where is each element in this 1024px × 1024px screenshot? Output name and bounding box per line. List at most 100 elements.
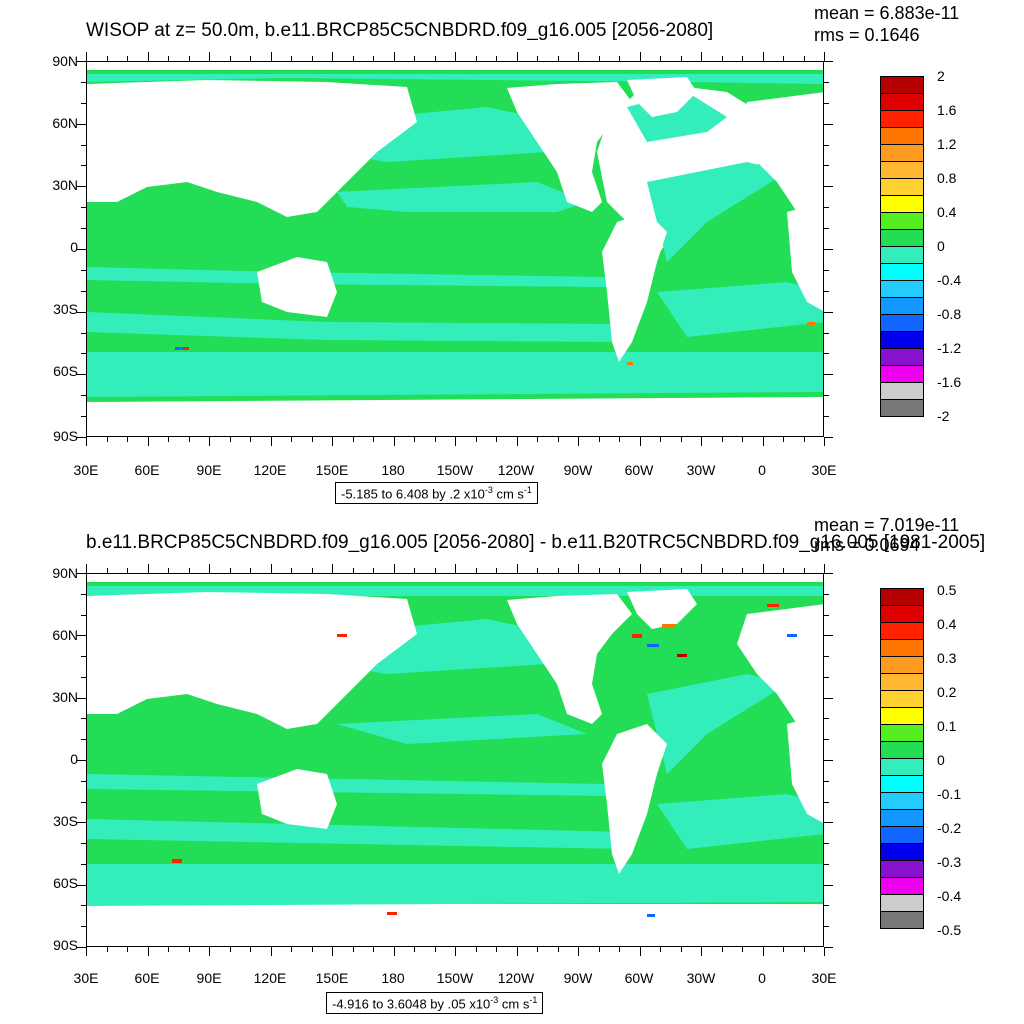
axis-tick bbox=[537, 437, 538, 442]
axis-tick bbox=[803, 56, 805, 61]
axis-tick bbox=[311, 56, 313, 61]
colorbar-label: -0.5 bbox=[937, 922, 962, 938]
colorbar-label: 0.1 bbox=[937, 718, 957, 734]
axis-tick bbox=[77, 635, 86, 637]
axis-tick bbox=[557, 947, 559, 952]
axis-tick bbox=[352, 947, 354, 952]
axis-tick bbox=[209, 947, 210, 956]
lon-label: 180 bbox=[381, 462, 405, 478]
lon-label: 150W bbox=[436, 462, 474, 478]
colorbar-swatch bbox=[880, 314, 924, 332]
axis-tick bbox=[393, 437, 395, 446]
colorbar-label: 0.3 bbox=[937, 650, 957, 666]
axis-tick bbox=[701, 564, 702, 573]
axis-tick bbox=[106, 437, 108, 442]
axis-tick bbox=[291, 437, 292, 442]
axis-tick bbox=[229, 568, 231, 573]
lon-label: 30E bbox=[811, 462, 837, 478]
colorbar-swatch bbox=[880, 741, 924, 759]
axis-tick bbox=[270, 564, 272, 573]
axis-tick bbox=[434, 56, 436, 61]
colorbar-swatch bbox=[880, 280, 924, 298]
colorbar-swatch bbox=[880, 809, 924, 827]
lat-label: 0 bbox=[70, 751, 78, 767]
lat-label: 90S bbox=[53, 428, 78, 444]
axis-tick bbox=[81, 614, 86, 616]
colorbar-swatch bbox=[880, 673, 924, 691]
axis-tick bbox=[824, 61, 833, 62]
colorbar-label: -0.4 bbox=[937, 888, 962, 904]
axis-tick bbox=[81, 165, 86, 167]
axis-tick bbox=[598, 947, 600, 952]
colorbar-label: -0.4 bbox=[937, 272, 962, 288]
axis-tick bbox=[77, 884, 86, 886]
colorbar-label: -0.1 bbox=[937, 786, 962, 802]
colorbar-label: -0.3 bbox=[937, 854, 962, 870]
axis-tick bbox=[619, 56, 620, 61]
axis-tick bbox=[373, 56, 374, 61]
stats-rms: rms = 0.1646 bbox=[814, 25, 920, 45]
colorbar-label: -1.2 bbox=[937, 340, 962, 356]
axis-tick bbox=[824, 311, 833, 313]
lat-label: 0 bbox=[70, 239, 78, 255]
colorbar-swatch bbox=[880, 690, 924, 708]
axis-tick bbox=[496, 437, 497, 442]
axis-tick bbox=[393, 52, 395, 61]
colorbar-label: -0.8 bbox=[937, 306, 962, 322]
lon-label: 30W bbox=[686, 970, 716, 986]
axis-tick bbox=[824, 676, 829, 678]
axis-tick bbox=[291, 568, 292, 573]
axis-tick bbox=[229, 437, 231, 442]
axis-tick bbox=[824, 656, 829, 658]
axis-tick bbox=[455, 564, 456, 573]
axis-tick bbox=[250, 56, 251, 61]
axis-tick bbox=[578, 564, 579, 573]
axis-tick bbox=[86, 52, 87, 61]
axis-tick bbox=[824, 697, 833, 699]
axis-tick bbox=[824, 573, 833, 574]
axis-tick bbox=[168, 947, 169, 952]
axis-tick bbox=[557, 56, 559, 61]
axis-tick bbox=[81, 926, 86, 928]
axis-tick bbox=[188, 56, 190, 61]
axis-tick bbox=[824, 123, 833, 125]
axis-tick bbox=[619, 568, 620, 573]
axis-tick bbox=[824, 635, 833, 637]
lat-label: 60N bbox=[52, 115, 78, 131]
axis-tick bbox=[742, 947, 743, 952]
axis-tick bbox=[824, 926, 829, 928]
axis-tick bbox=[639, 437, 641, 446]
colorbar-swatch bbox=[880, 110, 924, 128]
axis-tick bbox=[803, 437, 805, 442]
axis-tick bbox=[824, 290, 829, 292]
lon-label: 90E bbox=[196, 462, 222, 478]
colorbar-swatch bbox=[880, 707, 924, 725]
axis-tick bbox=[455, 947, 456, 956]
map-plot bbox=[86, 573, 824, 947]
colorbar-swatch bbox=[880, 588, 924, 606]
axis-tick bbox=[77, 61, 86, 62]
axis-tick bbox=[783, 568, 784, 573]
stats-rms: rms = 0.0694 bbox=[814, 535, 920, 555]
world-ocean-map bbox=[87, 62, 823, 436]
axis-tick bbox=[701, 947, 702, 956]
axis-tick bbox=[373, 437, 374, 442]
colorbar-swatch bbox=[880, 161, 924, 179]
axis-tick bbox=[77, 697, 86, 699]
axis-tick bbox=[824, 228, 829, 230]
axis-tick bbox=[270, 947, 272, 956]
lat-label: 90S bbox=[53, 937, 78, 953]
axis-tick bbox=[824, 905, 829, 907]
axis-tick bbox=[229, 56, 231, 61]
lon-label: 120W bbox=[497, 462, 535, 478]
axis-tick bbox=[188, 947, 190, 952]
lat-label: 30S bbox=[53, 813, 78, 829]
colorbar-swatch bbox=[880, 775, 924, 793]
lon-label: 0 bbox=[758, 462, 766, 478]
land-masses bbox=[87, 574, 823, 946]
axis-tick bbox=[824, 718, 829, 720]
lon-label: 120E bbox=[253, 970, 287, 986]
axis-tick bbox=[393, 564, 395, 573]
colorbar-swatch bbox=[880, 246, 924, 264]
axis-tick bbox=[77, 123, 86, 125]
